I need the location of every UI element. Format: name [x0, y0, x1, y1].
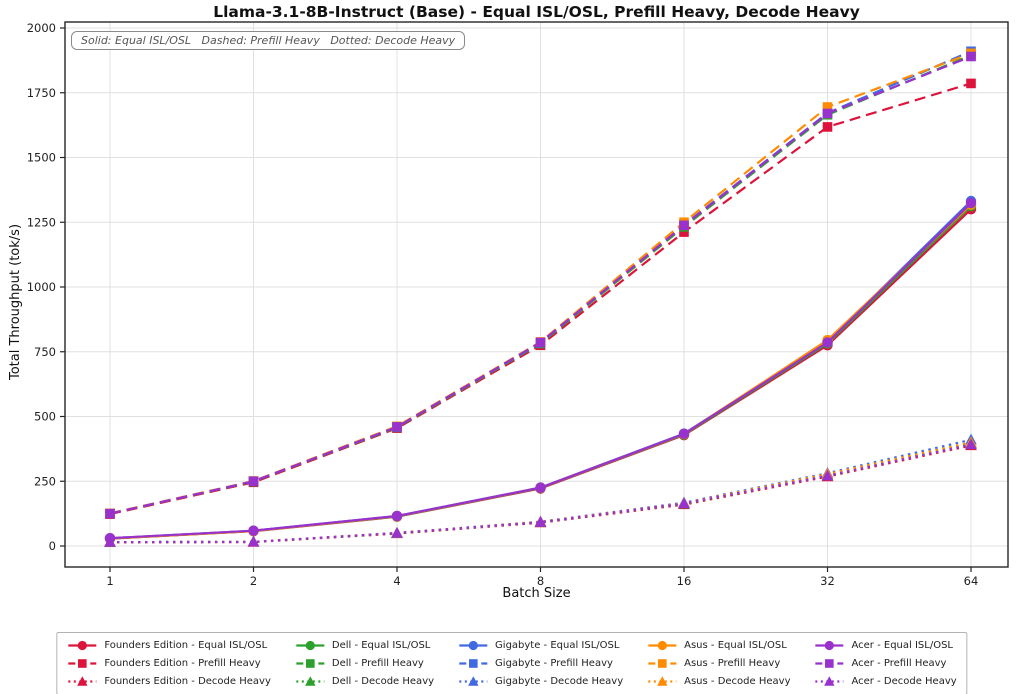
- y-tick-label: 500: [34, 410, 56, 424]
- legend-solid-circle-icon: [648, 640, 677, 651]
- data-point-square: [822, 122, 833, 132]
- legend-solid-circle-icon: [459, 640, 488, 651]
- data-point-circle: [248, 525, 259, 536]
- legend-label: Gigabyte - Prefill Heavy: [495, 658, 613, 669]
- data-point-triangle: [821, 469, 834, 481]
- legend-dotted-triangle-icon: [68, 676, 97, 686]
- x-tick-label: 2: [250, 574, 257, 588]
- x-tick-label: 4: [393, 574, 400, 588]
- data-point-square: [105, 508, 115, 519]
- plot-border: [64, 21, 1009, 568]
- legend-item: Founders Edition - Equal ISL/OSL: [67, 637, 271, 654]
- y-tick-label: 1500: [27, 151, 56, 165]
- legend-label: Founders Edition - Prefill Heavy: [104, 658, 261, 669]
- data-point-circle: [965, 197, 977, 209]
- y-tick-label: 1000: [27, 280, 56, 294]
- legend-label: Acer - Decode Heavy: [851, 676, 957, 687]
- data-point-circle: [535, 482, 546, 493]
- legend-item: Asus - Prefill Heavy: [647, 655, 790, 672]
- legend-item: Dell - Prefill Heavy: [295, 655, 434, 672]
- data-point-triangle: [391, 526, 403, 538]
- y-tick-label: 250: [34, 474, 56, 488]
- chart-title: Llama-3.1-8B-Instruct (Base) - Equal ISL…: [213, 3, 860, 21]
- legend-solid-circle-icon: [68, 640, 97, 651]
- legend-solid-circle-icon: [295, 640, 324, 651]
- legend-item: Asus - Decode Heavy: [647, 673, 790, 690]
- legend-label: Asus - Decode Heavy: [684, 676, 791, 687]
- legend-label: Founders Edition - Decode Heavy: [104, 676, 271, 687]
- legend-label: Gigabyte - Decode Heavy: [495, 676, 624, 687]
- legend-dotted-triangle-icon: [815, 676, 844, 686]
- legend-dashed-square-icon: [815, 659, 844, 668]
- legend-item: Dell - Equal ISL/OSL: [295, 637, 434, 654]
- legend-dashed-square-icon: [295, 659, 324, 668]
- legend-dashed-square-icon: [459, 659, 488, 668]
- legend-dashed-square-icon: [648, 659, 677, 668]
- y-tick-label: 2000: [27, 21, 56, 35]
- legend-item: Acer - Decode Heavy: [814, 673, 957, 690]
- legend-label: Dell - Equal ISL/OSL: [331, 640, 431, 651]
- legend-label: Acer - Equal ISL/OSL: [851, 640, 954, 651]
- plot-area: 0 250 500 750 1000 1250 1500 1750 2000 1 2 4 8 16 32 64: [27, 21, 1009, 588]
- legend-label: Dell - Prefill Heavy: [331, 658, 424, 669]
- linestyle-annotation: Solid: Equal ISL/OSL Dashed: Prefill Hea…: [71, 31, 466, 50]
- x-tick-label: 8: [537, 574, 544, 588]
- legend-item: Gigabyte - Decode Heavy: [458, 673, 623, 690]
- data-point-circle: [822, 337, 833, 348]
- legend-item: Founders Edition - Prefill Heavy: [67, 655, 271, 672]
- legend-dotted-triangle-icon: [459, 676, 488, 686]
- data-point-triangle: [247, 535, 260, 547]
- data-point-circle: [678, 428, 690, 440]
- y-tick-label: 1750: [27, 86, 56, 100]
- legend-item: Acer - Equal ISL/OSL: [814, 637, 956, 654]
- legend-label: Founders Edition - Equal ISL/OSL: [104, 640, 268, 651]
- data-point-square: [248, 476, 259, 487]
- data-point-square: [679, 227, 689, 237]
- legend-item: Gigabyte - Equal ISL/OSL: [458, 637, 623, 654]
- data-point-square: [966, 51, 976, 62]
- legend-label: Gigabyte - Equal ISL/OSL: [495, 640, 620, 651]
- y-axis-label: Total Throughput (tok/s): [8, 223, 23, 380]
- legend: Founders Edition - Equal ISL/OSL Founders…: [56, 632, 968, 694]
- legend-label: Asus - Prefill Heavy: [684, 658, 781, 669]
- legend-item: Gigabyte - Prefill Heavy: [458, 655, 623, 672]
- legend-item: Founders Edition - Decode Heavy: [67, 673, 271, 690]
- y-tick-label: 1250: [27, 215, 56, 229]
- x-tick-label: 64: [964, 574, 979, 588]
- legend-label: Asus - Equal ISL/OSL: [684, 640, 787, 651]
- legend-dashed-square-icon: [68, 659, 97, 668]
- y-tick-label: 750: [34, 345, 56, 359]
- data-point-triangle: [965, 438, 977, 450]
- x-tick-label: 32: [820, 574, 835, 588]
- x-tick-label: 16: [677, 574, 692, 588]
- y-tick-label: 0: [49, 539, 56, 553]
- data-point-triangle: [534, 515, 547, 527]
- data-point-square: [822, 102, 833, 112]
- legend-solid-circle-icon: [815, 640, 844, 651]
- data-point-square: [679, 220, 689, 231]
- x-tick-label: 1: [106, 574, 113, 588]
- data-point-square: [392, 422, 402, 432]
- legend-item: Asus - Equal ISL/OSL: [647, 637, 790, 654]
- data-point-circle: [391, 510, 403, 522]
- data-point-square: [966, 78, 976, 89]
- data-point-triangle: [104, 535, 116, 547]
- legend-item: Acer - Prefill Heavy: [814, 655, 956, 672]
- legend-item: Dell - Decode Heavy: [295, 673, 434, 690]
- data-point-square: [535, 337, 546, 348]
- data-point-triangle: [678, 497, 690, 509]
- legend-dotted-triangle-icon: [648, 676, 677, 686]
- data-point-square: [822, 108, 833, 119]
- legend-label: Acer - Prefill Heavy: [851, 658, 947, 669]
- x-axis-label: Batch Size: [502, 586, 571, 601]
- legend-dotted-triangle-icon: [295, 676, 324, 686]
- legend-label: Dell - Decode Heavy: [331, 676, 435, 687]
